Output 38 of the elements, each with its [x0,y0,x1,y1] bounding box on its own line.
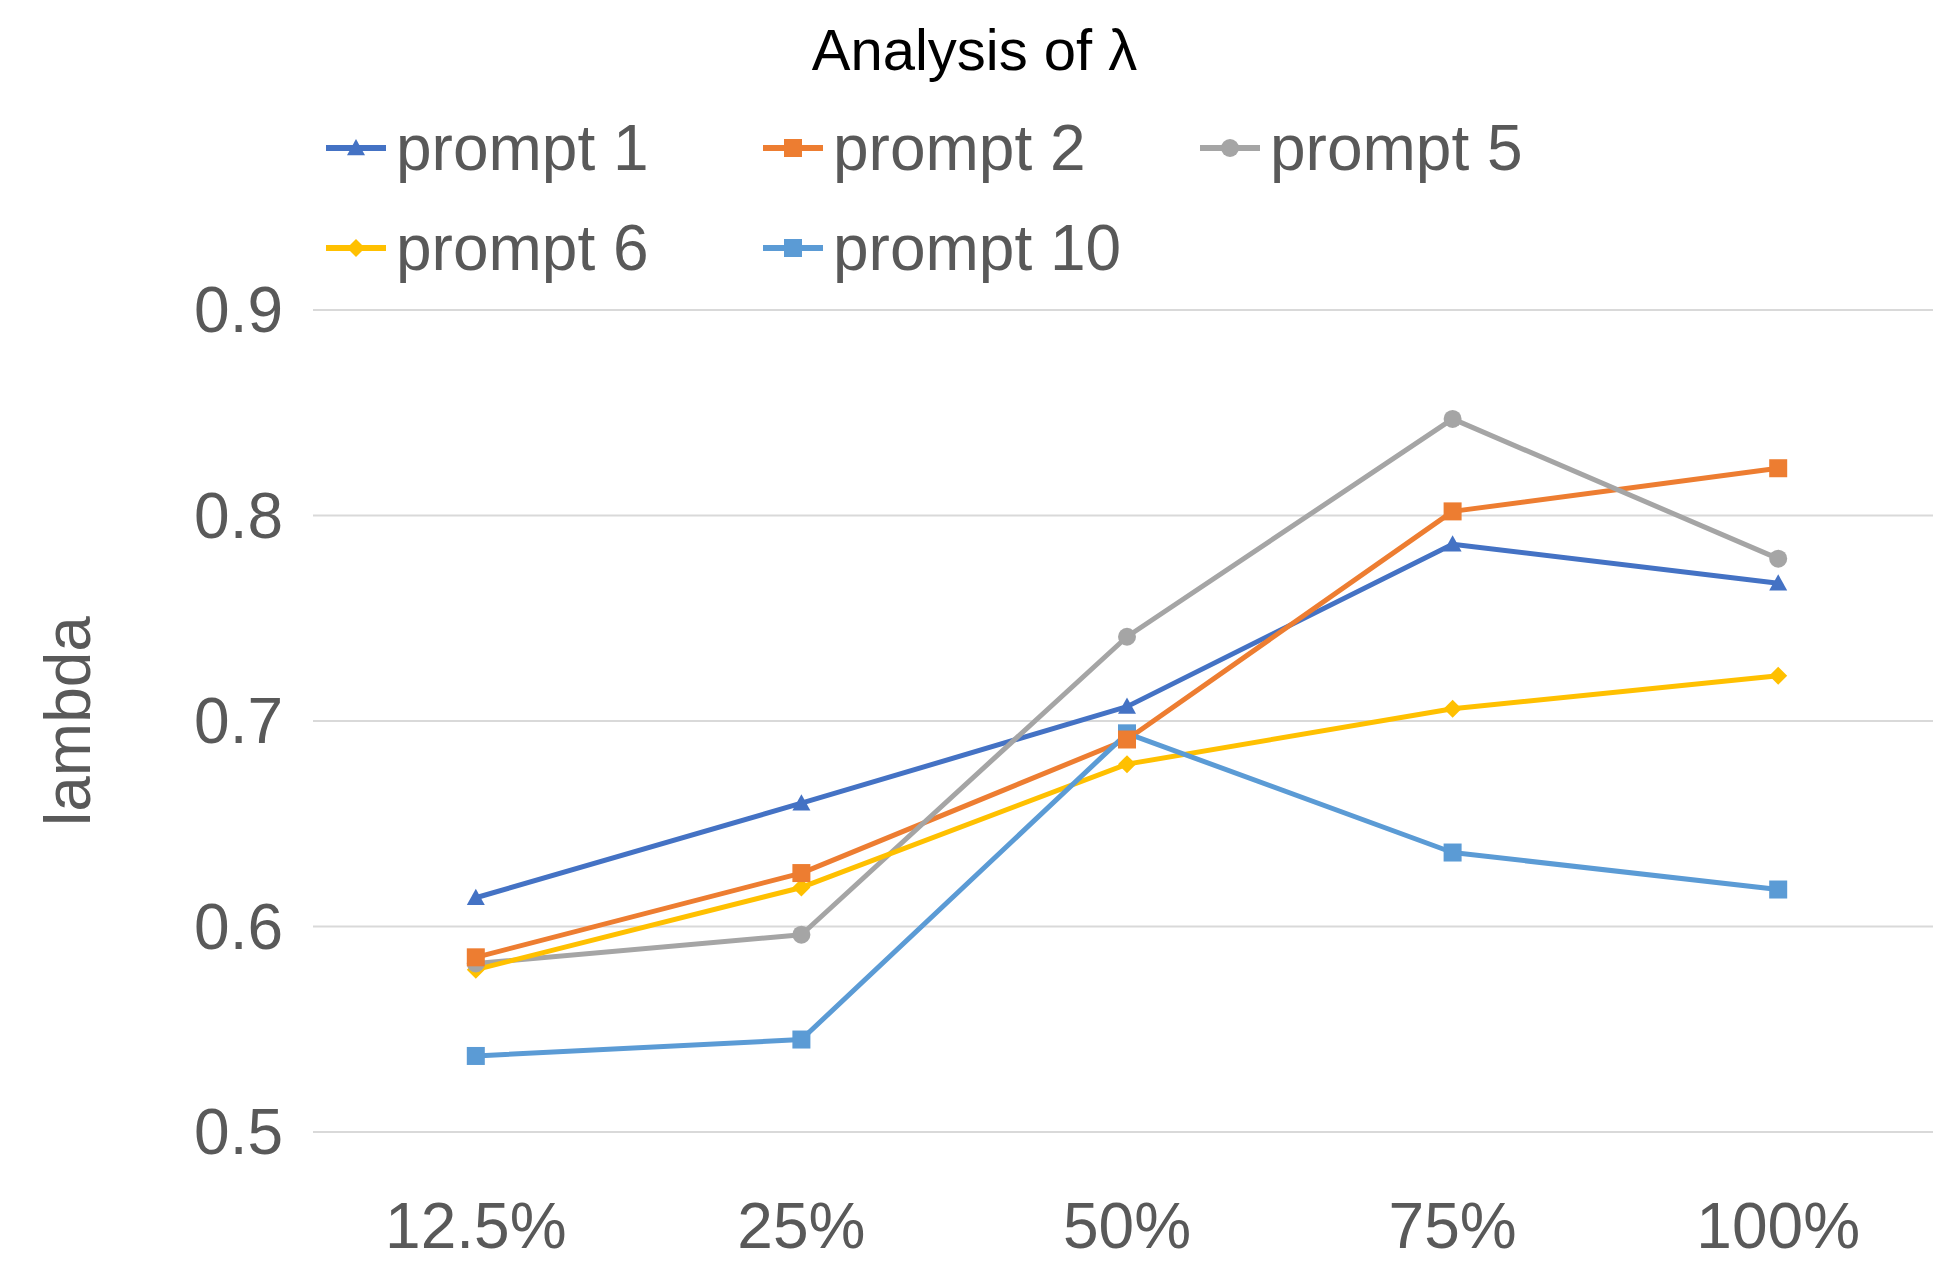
y-tick-label: 0.7 [194,685,283,758]
point [792,794,811,811]
point [792,1030,811,1049]
point [1443,699,1462,718]
point [1443,502,1462,521]
point [1443,843,1462,862]
x-tick-label: 25% [737,1190,866,1262]
legend-label: prompt 1 [396,112,649,185]
point [1118,755,1136,774]
legend-label: prompt 6 [396,212,649,285]
y-tick-label: 0.9 [194,274,283,347]
point [1443,535,1462,552]
x-tick-label: 100% [1696,1190,1861,1262]
point [1769,574,1788,591]
point [466,888,485,905]
point [1443,409,1462,428]
legend-label: prompt 2 [833,112,1086,185]
legend-label: prompt 5 [1270,112,1523,185]
x-tick-label: 12.5% [385,1190,567,1262]
point [1769,459,1788,478]
point [1769,549,1788,568]
x-tick-label: 50% [1062,1190,1192,1262]
point [1118,697,1136,714]
point [792,864,811,883]
x-tick-label: 75% [1388,1190,1517,1262]
point [466,948,485,967]
y-tick-label: 0.8 [194,479,283,552]
point [1118,730,1136,749]
y-axis-title: lambda [32,615,104,826]
chart-title: Analysis of λ [811,17,1138,82]
point [466,1046,485,1065]
point [1769,666,1788,685]
legend-label: prompt 10 [833,212,1122,285]
point [792,925,811,944]
y-tick-label: 0.5 [194,1096,283,1169]
point [1118,627,1136,646]
point [1769,880,1788,899]
y-tick-label: 0.6 [194,890,283,963]
